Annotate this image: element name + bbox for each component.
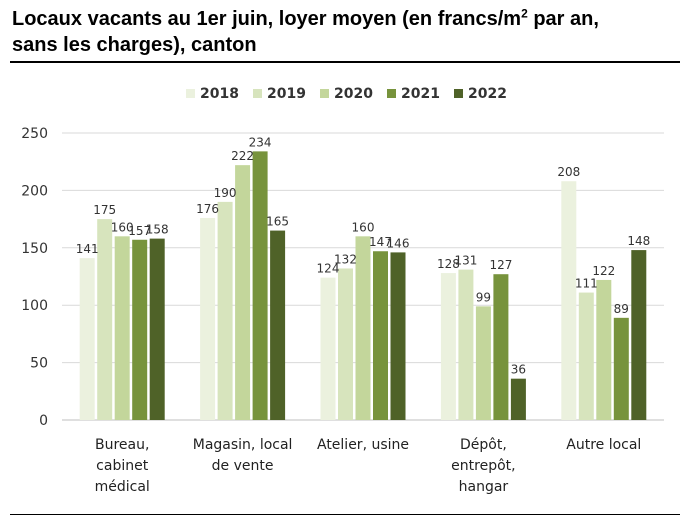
y-tick-label: 250 [21,126,48,142]
data-labels: 1411751601571581761902222341651241321601… [76,135,651,376]
y-axis-ticks: 0 50 100 150 200 250 [21,126,48,429]
data-label: 111 [575,277,598,291]
data-label: 127 [489,258,512,272]
data-label: 132 [334,252,357,266]
title-line2: sans les charges), canton [12,34,257,56]
data-label: 99 [476,290,491,304]
bar-2022-2 [390,252,406,420]
legend: 2018 2019 2020 2021 2022 [186,86,507,102]
data-label: 160 [352,220,375,234]
bottom-rule [10,514,680,515]
legend-label: 2018 [200,86,239,102]
data-label: 148 [627,234,650,248]
data-label: 122 [592,264,615,278]
title-rule [10,61,680,63]
legend-swatch-2018 [186,89,195,98]
category-label: Bureau, cabinet médical [95,437,150,495]
bar-2018-3 [440,273,456,420]
data-label: 147 [369,235,392,249]
category-label: Autre local [566,437,641,453]
title-line1: Locaux vacants au 1er juin, loyer moyen … [12,8,522,30]
data-label: 165 [266,215,289,229]
bar-2021-0 [132,239,148,420]
title-line1-end: par an, [527,8,599,30]
data-label: 157 [128,224,151,238]
category-label-line: hangar [459,479,509,495]
data-label: 146 [387,236,410,250]
title-superscript: 2 [521,6,528,21]
category-label-line: de vente [212,458,274,474]
category-label-line: Dépôt, [460,437,507,453]
category-label: Dépôt, entrepôt, hangar [451,437,515,495]
data-label: 128 [437,257,460,271]
data-label: 175 [93,203,116,217]
bar-2019-3 [458,269,474,420]
data-label: 124 [317,262,340,276]
category-labels: Bureau, cabinet médical Magasin, local de ve… [95,437,642,495]
bar-2020-2 [355,236,371,420]
category-label-line: Autre local [566,437,641,453]
bar-2019-4 [578,292,594,420]
bar-2018-1 [200,217,216,420]
bar-2018-4 [561,181,577,420]
bar-2022-3 [510,378,526,420]
bar-2022-4 [631,250,647,420]
y-tick-label: 100 [21,298,48,314]
bar-2018-0 [79,258,95,420]
bar-2021-1 [252,151,268,421]
category-label-line: Atelier, usine [317,437,409,453]
y-tick-label: 50 [30,356,48,372]
bar-2019-1 [217,201,233,420]
bar-2019-0 [97,219,113,420]
data-label: 234 [249,135,272,149]
bars [79,151,647,421]
category-label: Atelier, usine [317,437,409,453]
category-label-line: médical [95,479,150,495]
legend-swatch-2019 [253,89,262,98]
data-label: 190 [214,186,237,200]
bar-2021-4 [613,317,629,420]
chart-title: Locaux vacants au 1er juin, loyer moyen … [12,6,687,58]
legend-label: 2021 [401,86,440,102]
legend-label: 2019 [267,86,306,102]
legend-swatch-2021 [387,89,396,98]
y-tick-label: 150 [21,241,48,257]
data-label: 208 [557,165,580,179]
bar-2018-2 [320,277,336,420]
legend-swatch-2022 [454,89,463,98]
bar-2019-2 [338,268,353,420]
category-label: Magasin, local de vente [193,437,293,474]
legend-label: 2022 [468,86,507,102]
bar-2020-4 [596,279,612,420]
data-label: 222 [231,149,254,163]
category-label-line: entrepôt, [451,458,515,474]
category-label-line: Bureau, [95,437,149,453]
bar-2021-3 [493,274,509,420]
data-label: 158 [146,223,169,237]
data-label: 160 [111,220,134,234]
bar-2020-0 [114,236,130,420]
category-label-line: Magasin, local [193,437,293,453]
data-label: 131 [454,254,477,268]
legend-label: 2020 [334,86,373,102]
bar-2020-3 [475,306,491,420]
data-label: 176 [196,202,219,216]
data-label: 36 [511,363,526,377]
bar-2022-0 [149,238,165,420]
legend-swatch-2020 [320,89,329,98]
data-label: 141 [76,242,99,256]
category-label-line: cabinet [96,458,149,474]
bar-2022-1 [270,230,286,420]
y-tick-label: 0 [39,413,48,429]
y-tick-label: 200 [21,183,48,199]
data-label: 89 [614,302,629,316]
bar-2020-1 [235,165,251,420]
bar-2021-2 [373,251,388,420]
